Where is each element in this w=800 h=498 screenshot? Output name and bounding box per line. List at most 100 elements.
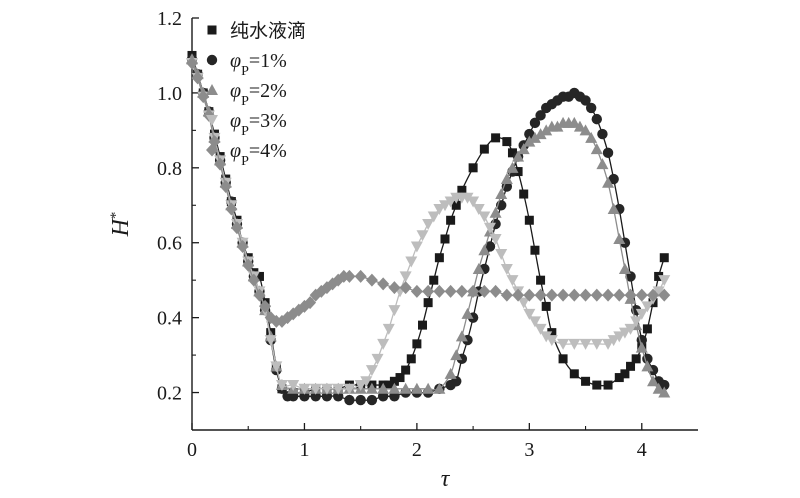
data-point xyxy=(264,335,277,347)
data-point xyxy=(461,192,474,204)
data-point xyxy=(523,135,536,147)
data-point xyxy=(620,369,630,379)
data-point xyxy=(558,354,568,364)
series-3 xyxy=(186,57,671,395)
data-point xyxy=(365,273,378,287)
data-point xyxy=(422,382,435,394)
data-point xyxy=(519,189,529,199)
x-axis-label: τ xyxy=(441,466,451,492)
data-point xyxy=(631,354,641,364)
data-point xyxy=(472,262,485,274)
data-point xyxy=(659,379,670,391)
data-point xyxy=(191,71,204,85)
data-point xyxy=(613,232,626,244)
data-point xyxy=(384,380,394,390)
data-point xyxy=(479,144,489,154)
data-point xyxy=(444,367,457,379)
data-point xyxy=(528,131,541,143)
legend-label: φP=3% xyxy=(230,110,287,139)
data-point xyxy=(528,316,541,328)
data-point xyxy=(513,167,523,177)
data-point xyxy=(659,253,669,263)
data-point xyxy=(590,338,603,350)
data-point xyxy=(557,288,570,302)
data-point xyxy=(613,331,626,343)
data-point xyxy=(545,335,558,347)
data-point xyxy=(355,394,366,406)
x-tick-label: 0 xyxy=(187,439,197,461)
data-point xyxy=(652,286,665,298)
data-point xyxy=(534,323,547,335)
data-point xyxy=(524,128,535,140)
data-point xyxy=(557,338,570,350)
data-point xyxy=(585,102,597,114)
legend-label: 纯水液滴 xyxy=(230,20,306,42)
data-point xyxy=(259,299,272,313)
data-point xyxy=(581,376,591,386)
y-tick-label: 0.6 xyxy=(157,233,182,255)
data-point xyxy=(500,263,513,275)
data-point xyxy=(579,288,592,302)
legend-label: φP=4% xyxy=(230,140,287,169)
data-point xyxy=(624,323,637,335)
data-point xyxy=(410,241,423,253)
data-point xyxy=(332,383,345,395)
data-point xyxy=(422,284,435,298)
x-tick-label: 1 xyxy=(299,439,309,461)
data-point xyxy=(602,147,614,159)
data-point xyxy=(309,383,322,395)
y-tick-label: 1.2 xyxy=(157,8,182,30)
data-point xyxy=(534,128,547,140)
data-point xyxy=(491,133,501,143)
data-point xyxy=(433,284,446,298)
data-point xyxy=(478,284,491,298)
data-point xyxy=(354,380,367,392)
data-point xyxy=(365,382,378,394)
data-point xyxy=(472,204,485,216)
data-point xyxy=(412,339,422,349)
data-point xyxy=(423,298,433,308)
data-point xyxy=(580,95,591,106)
data-point xyxy=(410,382,423,394)
data-point xyxy=(641,360,654,372)
data-point xyxy=(467,284,480,298)
data-point xyxy=(573,120,586,132)
data-point xyxy=(230,221,243,235)
data-point xyxy=(495,188,508,200)
data-point xyxy=(377,382,390,394)
data-point xyxy=(547,328,557,338)
data-point xyxy=(320,383,333,395)
data-point xyxy=(534,288,547,302)
data-point xyxy=(467,196,480,208)
legend-marker xyxy=(206,54,218,66)
data-point xyxy=(433,382,446,394)
data-point xyxy=(446,215,456,225)
data-point xyxy=(489,284,502,298)
data-point xyxy=(399,281,412,295)
data-point xyxy=(360,376,373,388)
data-point xyxy=(388,305,401,317)
legend-marker xyxy=(207,25,217,35)
data-point xyxy=(444,284,457,298)
data-point xyxy=(517,297,530,309)
data-point xyxy=(541,301,551,311)
data-point xyxy=(484,241,496,252)
data-point xyxy=(529,117,541,129)
data-point xyxy=(399,382,412,394)
data-point xyxy=(422,219,435,230)
data-point xyxy=(500,288,513,302)
data-point xyxy=(304,296,317,310)
data-point xyxy=(635,288,648,302)
data-point xyxy=(399,271,412,283)
data-point xyxy=(596,158,609,170)
data-point xyxy=(658,386,671,398)
data-point xyxy=(618,262,631,274)
data-point xyxy=(343,269,356,283)
data-point xyxy=(242,258,255,272)
data-point xyxy=(197,90,210,104)
data-point xyxy=(354,269,367,283)
y-tick-label: 0.2 xyxy=(157,383,182,405)
data-point xyxy=(495,248,508,260)
data-point xyxy=(536,275,546,285)
